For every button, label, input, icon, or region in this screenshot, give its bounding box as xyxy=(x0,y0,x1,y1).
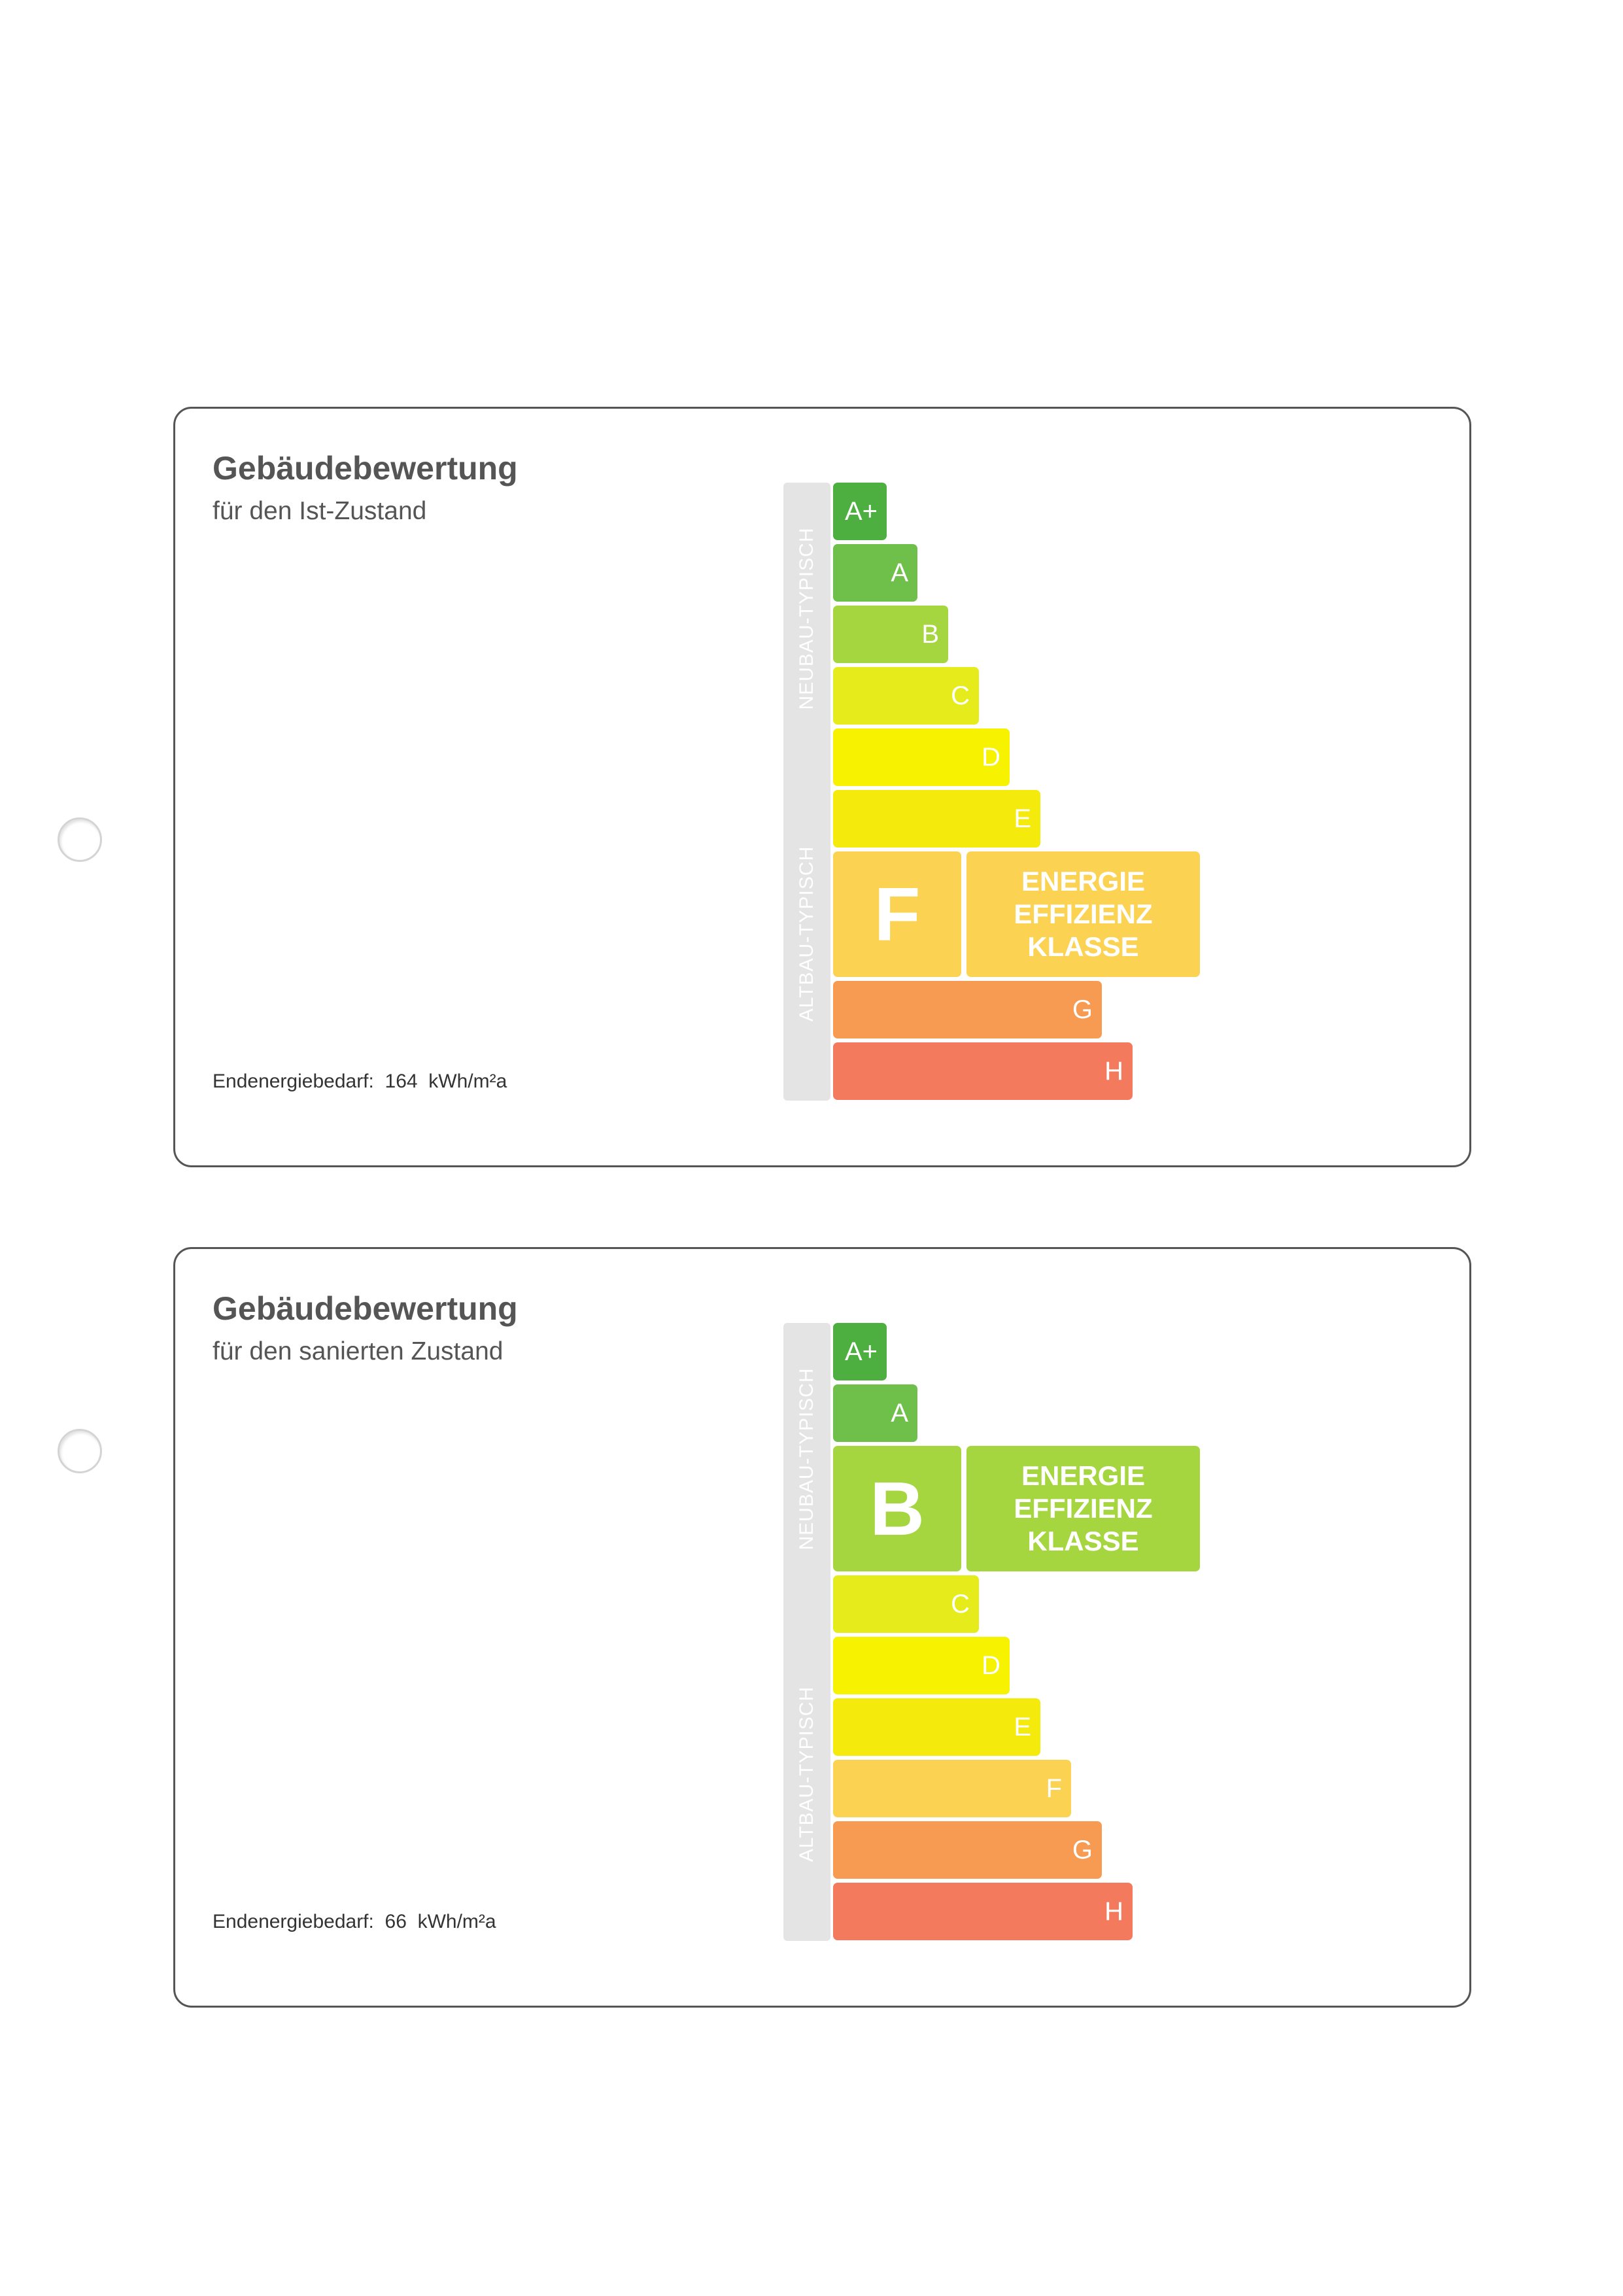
demand-label: Endenergiebedarf: xyxy=(213,1071,374,1092)
demand-unit: kWh/m²a xyxy=(417,1911,496,1932)
energy-class-indicator-line: ENERGIE xyxy=(1021,1460,1146,1491)
energy-class-indicator: ENERGIE EFFIZIENZ KLASSE xyxy=(966,851,1200,977)
neubau-label: NEUBAU-TYPISCH xyxy=(796,1367,817,1551)
demand-label: Endenergiebedarf: xyxy=(213,1911,374,1932)
energy-class-indicator: ENERGIE EFFIZIENZ KLASSE xyxy=(966,1446,1200,1571)
card-subtitle: für den sanierten Zustand xyxy=(213,1337,504,1365)
building-rating-card-renovated: Gebäudebewertung für den sanierten Zusta… xyxy=(173,1247,1471,2008)
card-title: Gebäudebewertung xyxy=(213,450,518,487)
energy-efficiency-scale: NEUBAU-TYPISCH ALTBAU-TYPISCH A+ A B C D E F EN… xyxy=(783,483,1241,1101)
energy-class-bar: H xyxy=(833,1883,1133,1940)
energy-class-bar: G xyxy=(833,981,1102,1038)
card-subtitle: für den Ist-Zustand xyxy=(213,497,427,525)
final-energy-demand: Endenergiebedarf: 66 kWh/m²a xyxy=(213,1911,496,1933)
energy-class-bar: F xyxy=(833,1760,1071,1817)
energy-class-bar: G xyxy=(833,1821,1102,1879)
energy-class-bar: C xyxy=(833,667,979,725)
demand-unit: kWh/m²a xyxy=(428,1071,507,1092)
energy-class-bar: D xyxy=(833,1637,1010,1694)
demand-value: 164 xyxy=(384,1071,418,1092)
scale-side-bar: NEUBAU-TYPISCH ALTBAU-TYPISCH xyxy=(783,1323,830,1941)
energy-class-bar: H xyxy=(833,1042,1133,1100)
energy-class-indicator-line: EFFIZIENZ xyxy=(1014,899,1153,929)
final-energy-demand: Endenergiebedarf: 164 kWh/m²a xyxy=(213,1071,507,1093)
energy-class-bar: A xyxy=(833,1384,917,1442)
altbau-label: ALTBAU-TYPISCH xyxy=(796,846,817,1022)
energy-class-bar: A xyxy=(833,544,917,602)
altbau-label: ALTBAU-TYPISCH xyxy=(796,1686,817,1862)
neubau-label: NEUBAU-TYPISCH xyxy=(796,527,817,710)
energy-class-bar: D xyxy=(833,728,1010,786)
building-rating-card-current: Gebäudebewertung für den Ist-Zustand NEU… xyxy=(173,407,1471,1167)
energy-class-indicator-line: ENERGIE xyxy=(1021,866,1146,897)
scale-side-bar: NEUBAU-TYPISCH ALTBAU-TYPISCH xyxy=(783,483,830,1101)
energy-class-bar: E xyxy=(833,790,1040,848)
energy-class-bar: E xyxy=(833,1698,1040,1756)
energy-class-indicator-line: KLASSE xyxy=(1027,931,1139,962)
energy-class-bar: B xyxy=(833,1446,961,1571)
energy-class-bar: B xyxy=(833,606,948,663)
energy-efficiency-scale: NEUBAU-TYPISCH ALTBAU-TYPISCH A+ A B ENERGI… xyxy=(783,1323,1241,1941)
punch-hole xyxy=(58,817,102,862)
energy-class-indicator-line: EFFIZIENZ xyxy=(1014,1493,1153,1524)
card-title: Gebäudebewertung xyxy=(213,1290,518,1327)
punch-hole xyxy=(58,1429,102,1473)
energy-class-bar: C xyxy=(833,1575,979,1633)
energy-class-bar: A+ xyxy=(833,483,887,540)
energy-class-bar: A+ xyxy=(833,1323,887,1380)
energy-class-indicator-line: KLASSE xyxy=(1027,1526,1139,1556)
demand-value: 66 xyxy=(384,1911,407,1932)
energy-class-bar: F xyxy=(833,851,961,977)
